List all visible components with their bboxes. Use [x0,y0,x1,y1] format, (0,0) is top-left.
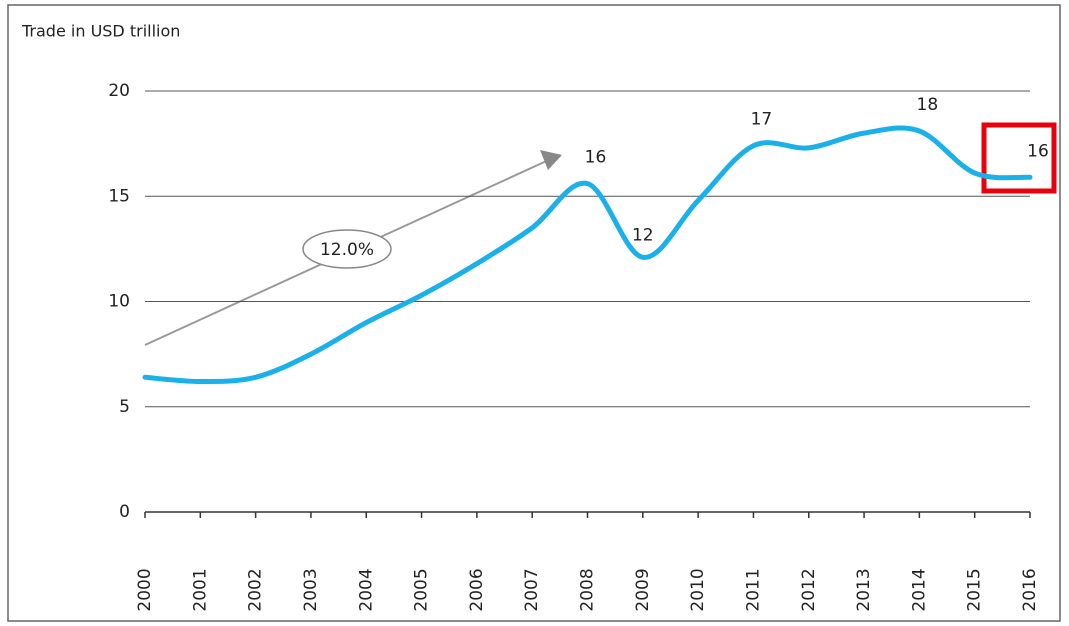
x-tick-label: 2006 [467,568,487,611]
y-tick-label: 10 [108,292,130,312]
x-tick-label: 2001 [190,568,210,611]
y-tick-label: 5 [119,397,130,417]
x-tick-label: 2016 [1020,568,1040,611]
x-tick-label: 2009 [633,568,653,611]
x-tick-label: 2007 [522,568,542,611]
y-tick-label: 15 [108,186,130,206]
data-label: 16 [585,148,607,168]
x-tick-label: 2008 [578,568,598,611]
x-tick-label: 2000 [135,568,155,611]
data-label: 16 [1027,141,1049,161]
chart-frame [7,4,1061,622]
x-tick-label: 2014 [909,568,929,611]
highlight-box [981,122,1057,194]
arrow-head [540,150,562,170]
y-axis-label: Trade in USD trillion [21,22,180,41]
data-label: 18 [917,95,939,115]
y-tick-label: 20 [108,81,130,101]
x-tick-label: 2012 [799,568,819,611]
x-tick-label: 2013 [854,568,874,611]
x-tick-label: 2011 [743,568,763,611]
data-label: 17 [751,110,773,130]
x-tick-label: 2004 [356,568,376,611]
x-tick-label: 2015 [965,568,985,611]
line-series [142,125,1033,384]
x-tick-label: 2003 [301,568,321,611]
annotation-bubble [302,229,392,269]
x-tick-label: 2010 [688,568,708,611]
data-label: 12 [632,225,654,245]
x-tick-label: 2002 [246,568,266,611]
y-tick-label: 0 [119,502,130,522]
x-tick-label: 2005 [412,568,432,611]
annotation: 12.0% [320,240,374,260]
